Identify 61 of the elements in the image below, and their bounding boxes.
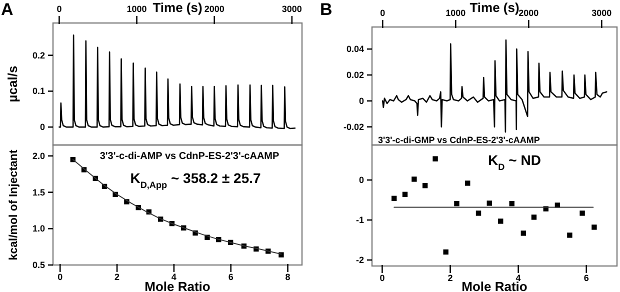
- point: [454, 201, 460, 206]
- point: [592, 224, 597, 230]
- line-series: [58, 34, 296, 130]
- y-tick-label: 1.0: [32, 224, 45, 234]
- point: [509, 201, 514, 206]
- point: [476, 210, 482, 216]
- x-tick-label: 0: [380, 8, 386, 18]
- x-tick-label: 0: [58, 272, 63, 282]
- y-tick-label: -0.02: [343, 122, 364, 132]
- x-tick-label: 6: [584, 273, 589, 283]
- x-tick-label: 6: [228, 272, 234, 282]
- point: [412, 176, 417, 182]
- annotation: 3'3'-c-di-AMP vs CdnP-ES-2'3'-cAAMP: [100, 151, 280, 162]
- point: [531, 214, 537, 220]
- x-tick-label: 1000: [446, 8, 466, 18]
- x-tick-label: 2: [448, 273, 453, 283]
- y-tick-label: 0.2: [32, 50, 45, 60]
- point: [402, 192, 408, 197]
- x-tick-label: 4: [171, 272, 176, 282]
- y-tick-label: 0: [40, 122, 45, 132]
- x-axis-title: Mole Ratio: [144, 279, 210, 292]
- x-tick-label: 2000: [204, 4, 224, 14]
- x-tick-label: 3000: [282, 4, 302, 14]
- x-tick-label: 4: [516, 273, 521, 283]
- line-series: [382, 39, 608, 133]
- point: [392, 196, 397, 201]
- point: [443, 249, 448, 255]
- point: [567, 232, 572, 238]
- y-tick-label: -1: [356, 215, 364, 225]
- x-tick-label: 8: [285, 272, 290, 282]
- x-tick-label: 0: [56, 4, 62, 14]
- y-axis-title: kcal/mol of Injectant: [8, 150, 20, 260]
- chart-title: B: [320, 0, 332, 19]
- y-tick-label: 0.02: [346, 70, 364, 80]
- x-tick-label: 2: [114, 272, 120, 282]
- x-tick-label: 1000: [126, 4, 147, 14]
- y-tick-label: 0.5: [32, 260, 45, 270]
- y-tick-label: 0: [358, 175, 364, 185]
- point: [432, 156, 438, 162]
- y-tick-label: -2: [356, 255, 364, 265]
- x-tick-label: 0: [380, 273, 385, 283]
- point: [422, 183, 428, 188]
- y-tick-label: 0: [358, 96, 364, 106]
- chart-title: A: [1, 0, 14, 19]
- y-tick-label: 1.5: [32, 187, 45, 198]
- point: [498, 218, 504, 224]
- annotation: K$_{D}$ ~ ND: [488, 152, 541, 172]
- annotation: 3'3'-c-di-GMP vs CdnP-ES-2'3'-cAAMP: [378, 135, 540, 145]
- y-axis-title: µcal/s: [5, 66, 20, 102]
- point: [520, 230, 526, 236]
- x-tick-label: 2000: [518, 8, 539, 18]
- y-tick-label: 0.04: [346, 44, 364, 54]
- y-tick-label: 2.0: [32, 150, 45, 161]
- point: [465, 180, 470, 186]
- x-tick-label: 3000: [592, 8, 612, 18]
- point: [580, 210, 585, 216]
- annotation: K$_{D,App}$ ~ 358.2 ± 25.7: [130, 170, 262, 190]
- x-axis-title: Time (s): [470, 0, 520, 15]
- y-tick-label: 0.1: [32, 86, 45, 96]
- x-axis-title: Time (s): [152, 0, 202, 15]
- point: [486, 200, 492, 206]
